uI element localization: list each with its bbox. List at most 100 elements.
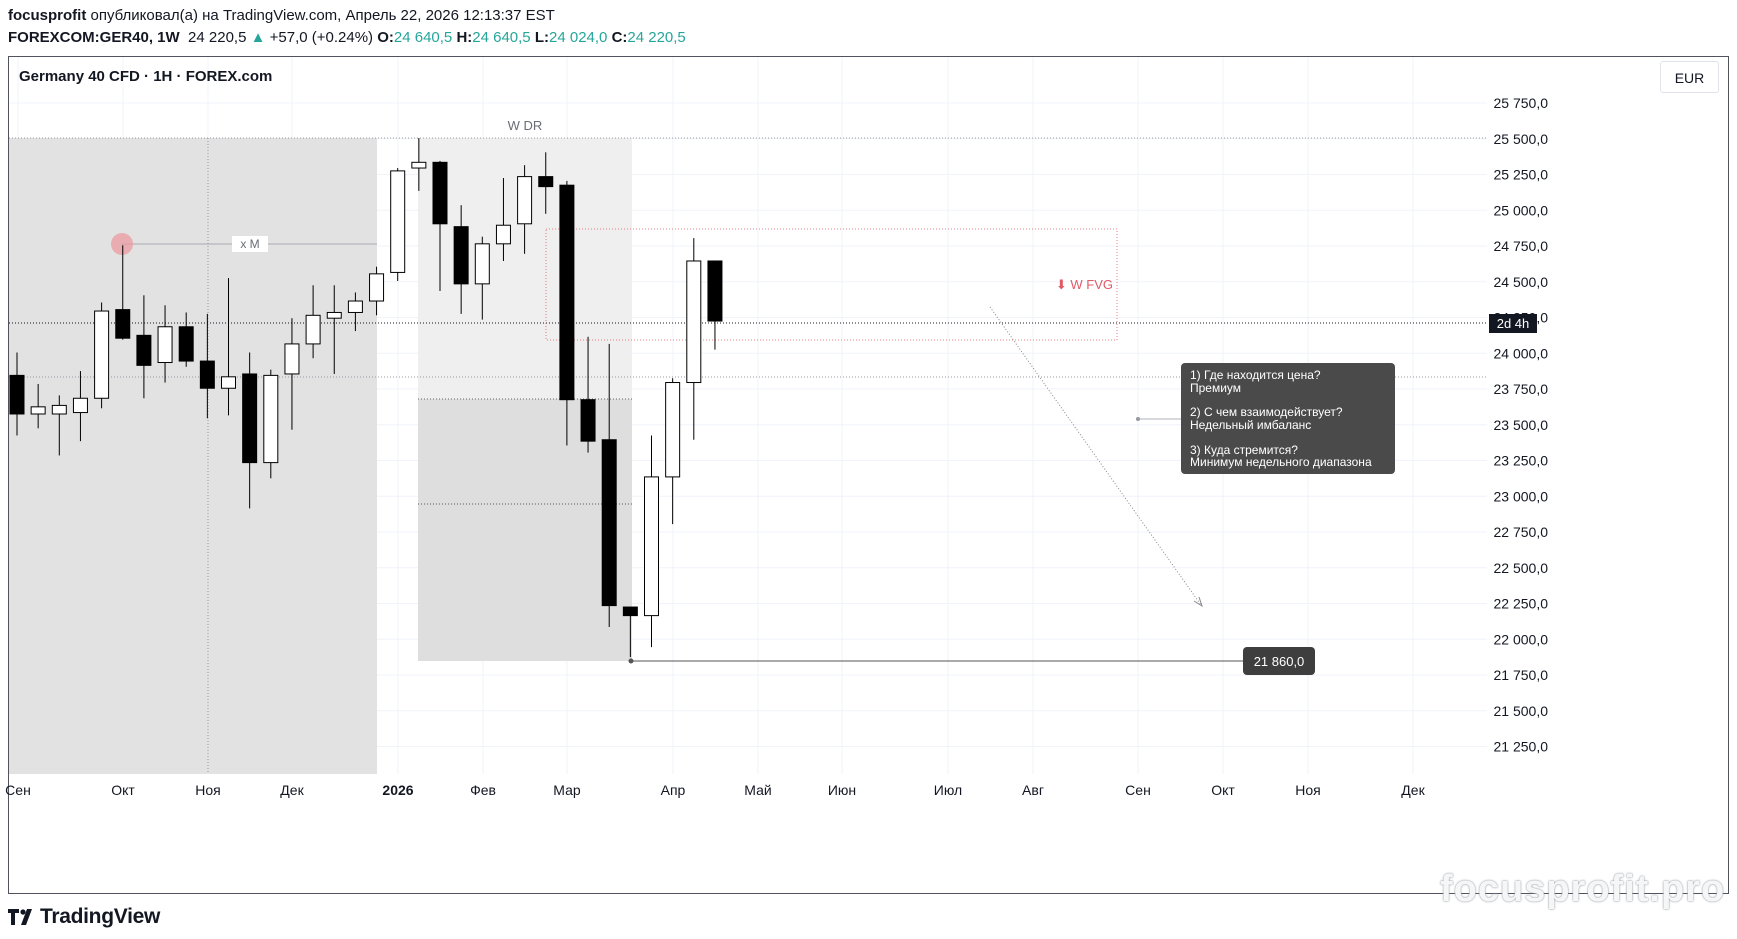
projection-arrow[interactable] — [989, 306, 1202, 606]
candle[interactable] — [72, 371, 88, 442]
time-tick-label: Окт — [111, 782, 135, 798]
candle[interactable] — [411, 138, 427, 191]
shaded-range-left — [9, 138, 377, 774]
candle[interactable] — [30, 383, 46, 429]
candle[interactable] — [51, 395, 67, 456]
mid-label: x M — [240, 237, 259, 251]
change-arrow-icon: ▲ — [250, 29, 266, 46]
tradingview-logo[interactable]: TradingView — [8, 905, 160, 929]
candle[interactable] — [601, 343, 617, 628]
currency-button[interactable]: EUR — [1660, 61, 1719, 93]
candle[interactable] — [580, 336, 596, 453]
candle[interactable] — [495, 178, 511, 261]
price-tick-label: 22 250,0 — [1494, 596, 1549, 612]
chart-legend[interactable]: Germany 40 CFD · 1H · FOREX.com — [19, 68, 273, 85]
price-tick-label: 21 750,0 — [1494, 667, 1549, 683]
time-tick-label: Дек — [280, 782, 304, 798]
candle[interactable] — [178, 312, 194, 367]
bull-candle-body — [686, 260, 702, 384]
bear-candle-body — [707, 260, 723, 322]
bear-candle-body — [453, 226, 469, 285]
mid-marker-icon[interactable] — [111, 233, 133, 255]
time-tick-label: Фев — [470, 782, 496, 798]
candle[interactable] — [432, 160, 448, 292]
candle[interactable] — [305, 285, 321, 359]
fvg-box[interactable] — [545, 228, 1118, 341]
time-tick-label: Ноя — [1295, 782, 1320, 798]
bull-candle-body — [644, 476, 659, 617]
note-line: 1) Где находится цена? — [1190, 368, 1321, 382]
note-text: 1) Где находится цена?Премиум 2) С чем вз… — [1190, 368, 1372, 469]
open-label: O: — [377, 29, 394, 46]
candle[interactable] — [538, 152, 554, 214]
watermark: focusprofit.pro — [1440, 868, 1726, 910]
candle[interactable] — [263, 369, 279, 479]
publish-info: focusprofit опубликовал(а) на TradingVie… — [8, 7, 555, 24]
candle[interactable] — [474, 236, 490, 320]
bull-candle-body — [347, 300, 363, 313]
time-tick-label: Окт — [1211, 782, 1235, 798]
candle[interactable] — [369, 266, 385, 316]
time-axis[interactable]: Сен Окт Ноя Дек 2026 Фев Мар Апр Май Июн Июл Авг Сен… — [5, 782, 1425, 798]
candle[interactable] — [9, 352, 25, 436]
low-value: 24 024,0 — [549, 29, 608, 46]
price-tick-label: 25 250,0 — [1494, 167, 1549, 183]
candle[interactable] — [115, 245, 131, 340]
time-tick-label: Мар — [553, 782, 581, 798]
candle[interactable] — [347, 292, 363, 332]
candle[interactable] — [242, 352, 258, 509]
countdown-tag — [1489, 314, 1537, 333]
target-anchor-icon[interactable] — [628, 658, 634, 664]
candle[interactable] — [644, 435, 659, 648]
candle[interactable] — [136, 295, 152, 399]
price-tick-label: 23 750,0 — [1494, 381, 1549, 397]
time-tick-label: Апр — [661, 782, 686, 798]
candle[interactable] — [517, 165, 533, 254]
bull-candle-body — [51, 404, 67, 415]
candle[interactable] — [453, 205, 469, 314]
note-line: Минимум недельного диапазона — [1190, 455, 1372, 469]
price-tick-label: 23 000,0 — [1494, 488, 1549, 504]
time-tick-label: 2026 — [382, 782, 413, 798]
open-value: 24 640,5 — [393, 29, 453, 46]
price-tick-label: 22 500,0 — [1494, 560, 1549, 576]
candle[interactable] — [622, 606, 638, 658]
candle[interactable] — [707, 260, 723, 350]
bear-candle-body — [580, 399, 596, 442]
bear-candle-body — [115, 309, 131, 339]
note-box[interactable] — [1181, 363, 1395, 474]
price-axis[interactable]: 25 750,0 25 500,0 25 250,0 25 000,0 24 750,0… — [1494, 95, 1549, 755]
candle[interactable] — [221, 278, 236, 416]
author-name[interactable]: focusprofit — [8, 7, 87, 24]
candles[interactable] — [9, 138, 723, 658]
candle[interactable] — [157, 305, 173, 383]
note-anchor-icon[interactable] — [1136, 417, 1140, 421]
bull-candle-body — [221, 376, 236, 389]
time-tick-label: Май — [744, 782, 771, 798]
high-label: H: — [456, 29, 473, 46]
candle[interactable] — [665, 378, 681, 525]
candle[interactable] — [559, 180, 575, 446]
price-tick-label: 24 500,0 — [1494, 274, 1549, 290]
target-price-tag[interactable] — [1243, 647, 1315, 675]
note-line: Недельный имбаланс — [1190, 418, 1311, 432]
price-tick-label: 24 000,0 — [1494, 345, 1549, 361]
bull-candle-body — [263, 374, 279, 464]
candle[interactable] — [284, 318, 300, 430]
tradingview-logo-icon — [8, 909, 32, 925]
range-label: W DR — [508, 118, 543, 133]
price-tick-label: 22 000,0 — [1494, 631, 1549, 647]
candle[interactable] — [686, 238, 702, 440]
candle[interactable] — [390, 168, 406, 281]
brand-label: TradingView — [40, 905, 161, 928]
bull-candle-body — [94, 310, 110, 399]
time-tick-label: Сен — [1125, 782, 1151, 798]
bull-candle-body — [665, 382, 681, 478]
candle[interactable] — [94, 302, 110, 409]
candle[interactable] — [326, 285, 342, 374]
bull-candle-body — [369, 273, 385, 302]
time-tick-label: Июн — [828, 782, 856, 798]
candle[interactable] — [199, 313, 215, 419]
price-tick-label: 21 500,0 — [1494, 703, 1549, 719]
